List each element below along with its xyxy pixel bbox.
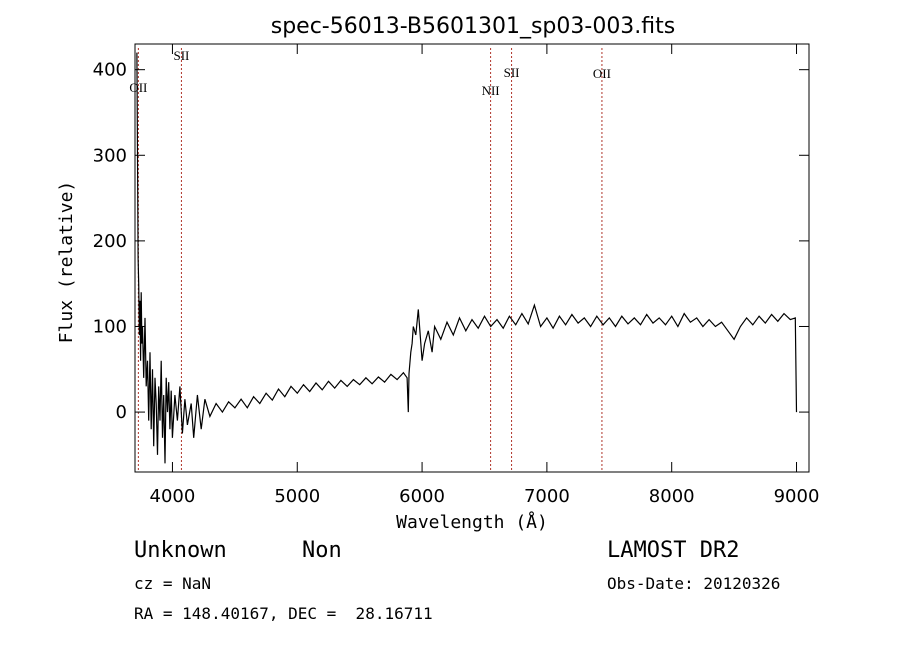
spectrum-series-line xyxy=(136,52,798,464)
y-tick-label: 400 xyxy=(93,60,127,81)
y-tick-label: 0 xyxy=(116,402,127,423)
x-tick-label: 5000 xyxy=(274,486,320,507)
emission-line-label: SII xyxy=(173,48,189,63)
emission-line-label: OII xyxy=(593,66,611,81)
object-class: Unknown xyxy=(134,538,227,563)
x-tick-label: 6000 xyxy=(399,486,445,507)
emission-line-label: SII xyxy=(504,65,520,80)
emission-line-label: OII xyxy=(129,80,147,95)
emission-line-label: NII xyxy=(482,83,500,98)
redshift-cz: cz = NaN xyxy=(134,574,212,593)
survey-name: LAMOST DR2 xyxy=(607,538,740,563)
x-tick-label: 9000 xyxy=(774,486,820,507)
x-axis-ticks: 4000 5000 6000 7000 8000 9000 xyxy=(150,44,820,507)
x-tick-label: 8000 xyxy=(649,486,695,507)
x-tick-label: 4000 xyxy=(150,486,196,507)
plot-frame xyxy=(134,43,810,473)
chart-title: spec-56013-B5601301_sp03-003.fits xyxy=(271,14,676,39)
x-tick-label: 7000 xyxy=(524,486,570,507)
x-axis-label: Wavelength (Å) xyxy=(396,511,548,533)
y-axis-ticks: 0 100 200 300 400 xyxy=(93,60,809,423)
object-subclass: Non xyxy=(302,538,342,563)
ra-dec: RA = 148.40167, DEC = 28.16711 xyxy=(134,604,433,623)
observation-date: Obs-Date: 20120326 xyxy=(607,574,781,593)
y-axis-label: Flux (relative) xyxy=(56,181,77,344)
y-tick-label: 300 xyxy=(93,145,127,166)
y-tick-label: 100 xyxy=(93,316,127,337)
y-tick-label: 200 xyxy=(93,231,127,252)
emission-line-markers: OII SII NII SII OII xyxy=(129,48,611,472)
